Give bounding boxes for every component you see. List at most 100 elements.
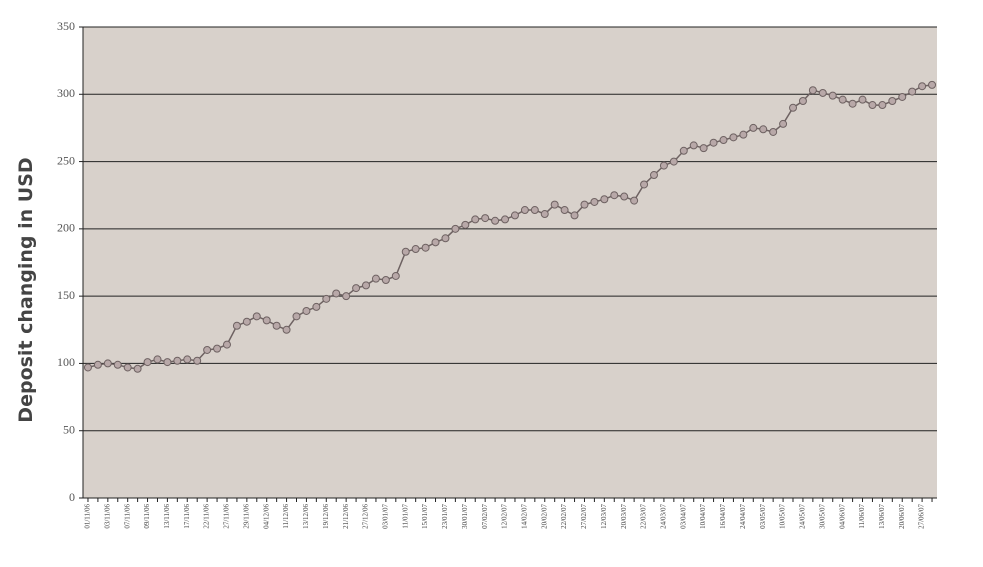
data-point <box>709 138 718 147</box>
x-tick-label: 17/11/06 <box>183 504 191 529</box>
x-tick-label: 22/11/06 <box>203 504 211 529</box>
x-tick-label: 22/02/07 <box>560 504 568 529</box>
data-point <box>510 211 519 220</box>
data-point <box>878 101 887 110</box>
x-tick-label: 04/06/07 <box>838 504 846 529</box>
data-point <box>222 340 231 349</box>
data-point <box>818 88 827 97</box>
data-point <box>302 306 311 315</box>
data-point <box>213 344 222 353</box>
data-point <box>292 312 301 321</box>
y-tick-label: 350 <box>57 19 75 33</box>
x-tick-label: 13/06/07 <box>878 504 886 529</box>
data-point <box>411 245 420 254</box>
data-point <box>679 146 688 155</box>
data-point <box>888 97 897 106</box>
data-point <box>769 127 778 136</box>
data-point <box>858 95 867 104</box>
data-point <box>401 247 410 256</box>
x-tick-label: 03/05/07 <box>759 504 767 529</box>
data-point <box>461 220 470 229</box>
y-tick-label: 250 <box>57 153 75 167</box>
x-tick-label: 01/11/06 <box>84 504 92 529</box>
data-point <box>848 99 857 108</box>
x-tick-label: 12/03/07 <box>600 504 608 529</box>
x-tick-label: 13/12/06 <box>302 504 310 529</box>
data-point <box>352 284 361 293</box>
x-tick-label: 27/06/07 <box>918 504 926 529</box>
x-tick-label: 07/02/07 <box>481 504 489 529</box>
data-point <box>630 196 639 205</box>
data-point <box>640 180 649 189</box>
data-point <box>659 161 668 170</box>
data-point <box>93 360 102 369</box>
data-point <box>242 317 251 326</box>
x-tick-label: 27/02/07 <box>580 504 588 529</box>
x-tick-label: 27/11/06 <box>223 504 231 529</box>
data-point <box>928 80 937 89</box>
data-point <box>501 215 510 224</box>
y-tick-label: 200 <box>57 221 75 235</box>
data-point <box>699 144 708 153</box>
x-tick-label: 24/04/07 <box>739 504 747 529</box>
data-point <box>798 97 807 106</box>
data-point <box>203 345 212 354</box>
x-tick-label: 03/11/06 <box>103 504 111 529</box>
x-tick-label: 24/03/07 <box>660 504 668 529</box>
data-point <box>342 292 351 301</box>
x-tick-label: 30/05/07 <box>818 504 826 529</box>
data-point <box>779 119 788 128</box>
y-axis-label: Deposit changing in USD <box>15 157 37 422</box>
x-tick-label: 16/04/07 <box>719 504 727 529</box>
data-point <box>282 325 291 334</box>
plot-area <box>83 27 937 498</box>
data-point <box>908 87 917 96</box>
data-point <box>739 130 748 139</box>
x-tick-label: 07/11/06 <box>123 504 131 529</box>
data-point <box>600 195 609 204</box>
data-point <box>789 103 798 112</box>
data-point <box>719 136 728 145</box>
data-point <box>749 123 758 132</box>
data-point <box>103 359 112 368</box>
data-point <box>232 321 241 330</box>
data-point <box>431 238 440 247</box>
data-point <box>689 141 698 150</box>
data-point <box>421 243 430 252</box>
y-tick-label: 100 <box>57 355 75 369</box>
x-tick-label: 10/04/07 <box>699 504 707 529</box>
data-point <box>451 224 460 233</box>
data-point <box>441 234 450 243</box>
data-point <box>828 91 837 100</box>
x-tick-label: 04/12/06 <box>262 504 270 529</box>
data-point <box>729 133 738 142</box>
data-point <box>838 95 847 104</box>
x-tick-label: 10/05/07 <box>779 504 787 529</box>
data-point <box>272 321 281 330</box>
x-tick-label: 20/02/07 <box>540 504 548 529</box>
data-point <box>332 289 341 298</box>
y-tick-label: 50 <box>63 422 75 436</box>
data-point <box>133 364 142 373</box>
data-point <box>759 125 768 134</box>
data-point <box>113 360 122 369</box>
data-point <box>262 316 271 325</box>
data-point <box>371 274 380 283</box>
x-tick-label: 11/01/07 <box>401 504 409 529</box>
data-point <box>570 211 579 220</box>
data-point <box>520 206 529 215</box>
x-tick-label: 11/12/06 <box>282 504 290 529</box>
x-tick-label: 20/03/07 <box>620 504 628 529</box>
data-point <box>312 302 321 311</box>
data-point <box>153 355 162 364</box>
data-point <box>560 206 569 215</box>
data-point <box>669 157 678 166</box>
data-point <box>620 192 629 201</box>
data-point <box>610 191 619 200</box>
x-tick-label: 13/11/06 <box>163 504 171 529</box>
data-point <box>362 281 371 290</box>
x-tick-label: 14/02/07 <box>521 504 529 529</box>
data-point <box>540 210 549 219</box>
data-point <box>322 294 331 303</box>
data-point <box>123 363 132 372</box>
